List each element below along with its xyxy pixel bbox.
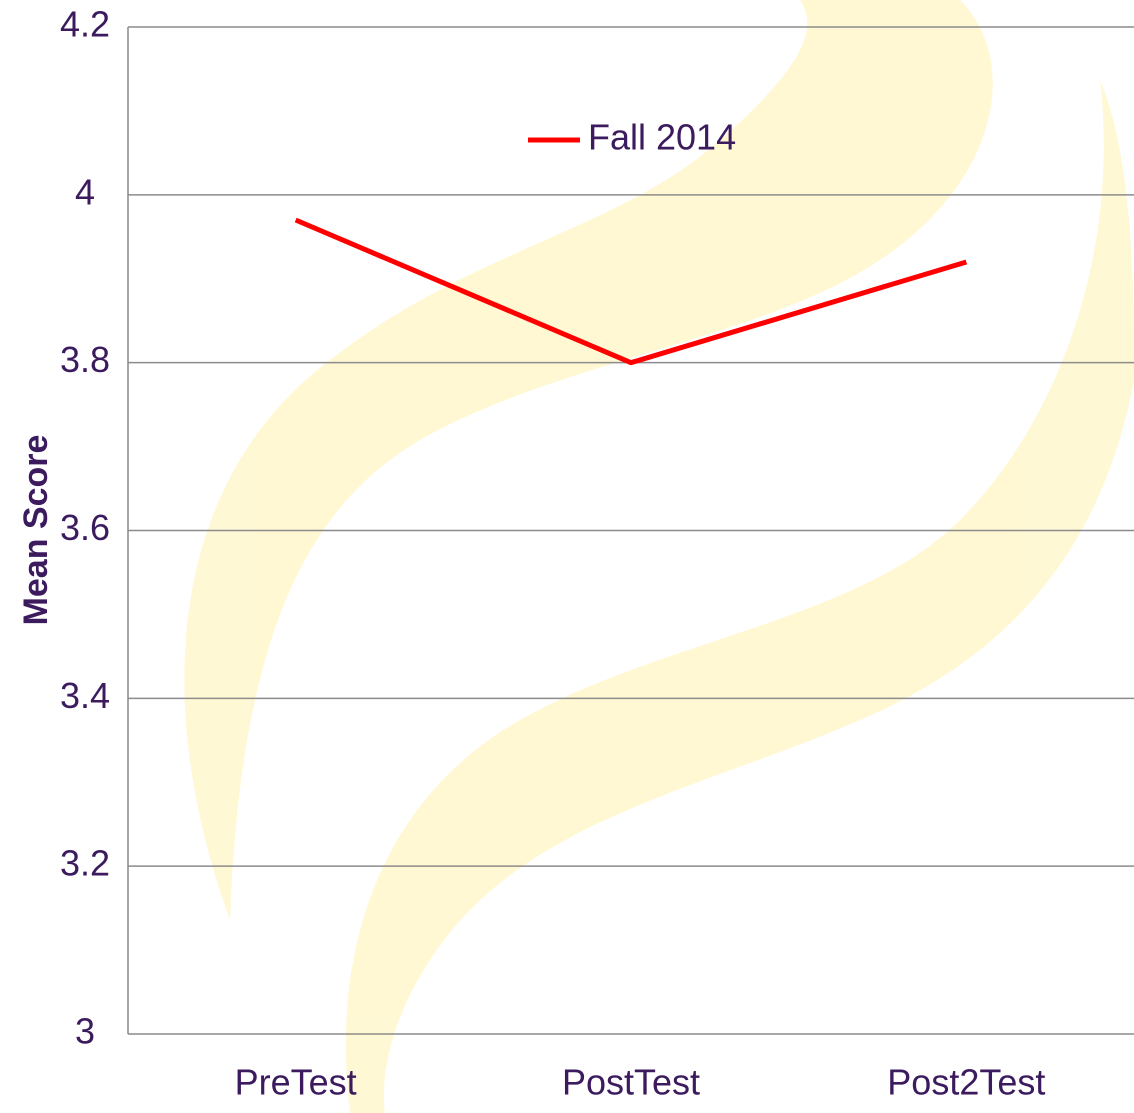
swirl bbox=[184, 0, 993, 920]
y-axis-label: Mean Score bbox=[17, 435, 55, 626]
y-tick-label: 4.2 bbox=[60, 4, 110, 45]
y-tick-label: 3.6 bbox=[60, 507, 110, 548]
background-decoration bbox=[184, 0, 1134, 1113]
y-tick-label: 3.4 bbox=[60, 675, 110, 716]
legend-label: Fall 2014 bbox=[588, 117, 736, 158]
y-tick-label: 3.8 bbox=[60, 339, 110, 380]
y-tick-label: 3 bbox=[75, 1011, 95, 1052]
data-line bbox=[294, 217, 968, 366]
swirl bbox=[345, 80, 1134, 1113]
x-tick-label: Post2Test bbox=[887, 1062, 1045, 1103]
y-tick-label: 4 bbox=[75, 171, 95, 212]
x-tick-label: PostTest bbox=[562, 1062, 700, 1103]
y-tick-label: 3.2 bbox=[60, 843, 110, 884]
x-tick-label: PreTest bbox=[235, 1062, 357, 1103]
